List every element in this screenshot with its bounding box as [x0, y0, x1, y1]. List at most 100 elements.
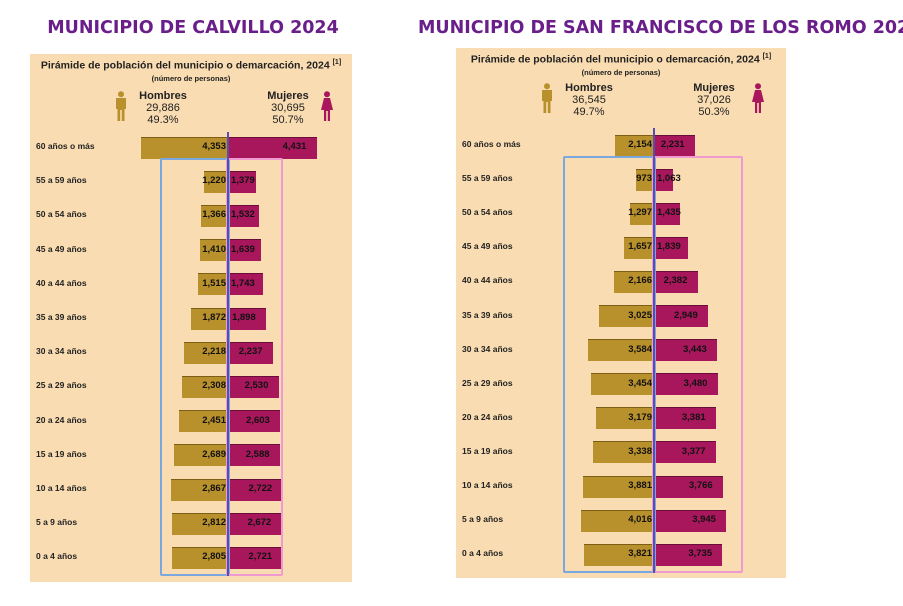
age-group-label: 15 a 19 años — [462, 445, 513, 456]
women-bar — [654, 339, 717, 362]
men-bar — [199, 239, 228, 262]
men-total: 29,886 — [146, 102, 180, 114]
women-value-label: 2,231 — [660, 139, 685, 150]
men-bar — [630, 202, 654, 225]
women-bar — [228, 273, 263, 296]
men-label: Hombres — [565, 82, 613, 94]
men-bar — [171, 546, 228, 569]
women-bar — [228, 410, 281, 433]
men-bar — [203, 170, 228, 193]
women-summary: Mujeres 37,026 50.3% — [684, 82, 744, 118]
man-icon — [114, 91, 128, 121]
women-highlight-box — [226, 158, 283, 576]
men-value-label: 3,454 — [628, 377, 652, 389]
men-value-label: 2,308 — [202, 380, 226, 392]
age-group-label: 25 a 29 años — [462, 377, 513, 388]
men-value-label: 2,451 — [202, 414, 226, 426]
men-bar — [623, 236, 654, 259]
men-bar — [183, 341, 228, 364]
men-bar — [636, 168, 654, 191]
men-bar — [140, 136, 228, 159]
women-value-label: 3,945 — [692, 514, 716, 526]
women-value-label: 2,588 — [245, 448, 270, 460]
women-value-label: 2,672 — [247, 517, 272, 529]
unit-label: (número de personas) — [581, 68, 661, 77]
age-group-label: 15 a 19 años — [36, 448, 87, 459]
women-percent: 50.3% — [698, 106, 730, 118]
men-percent: 49.7% — [573, 106, 605, 118]
women-bar — [228, 307, 266, 330]
san-francisco-title: MUNICIPIO DE SAN FRANCISCO DE LOS ROMO 2… — [418, 18, 903, 38]
women-value-label: 1,532 — [231, 209, 255, 221]
men-bar — [178, 410, 228, 433]
women-bar — [654, 236, 688, 259]
men-bar — [592, 441, 654, 464]
men-value-label: 973 — [636, 173, 652, 185]
women-value-label: 2,721 — [248, 551, 273, 563]
men-value-label: 1,410 — [202, 243, 226, 255]
men-value-label: 2,689 — [202, 448, 226, 460]
age-group-label: 55 a 59 años — [36, 175, 87, 186]
men-value-label: 4,016 — [628, 514, 652, 526]
age-group-label: 45 a 49 años — [36, 243, 87, 254]
age-group-label: 40 a 44 años — [462, 275, 513, 286]
women-value-label: 3,480 — [683, 377, 708, 389]
woman-icon — [751, 83, 765, 113]
age-group-label: 0 a 4 años — [36, 551, 78, 562]
women-bar — [228, 546, 283, 569]
men-bar — [588, 339, 654, 362]
women-highlight-box — [652, 156, 743, 573]
men-highlight-box — [563, 156, 656, 573]
women-bar — [228, 512, 282, 535]
women-value-label: 1,839 — [657, 241, 681, 253]
chart-subtitle: Pirámide de población del municipio o de… — [470, 53, 772, 66]
men-bar — [181, 375, 228, 398]
women-value-label: 2,530 — [244, 380, 269, 392]
age-group-label: 35 a 39 años — [462, 309, 513, 320]
women-bar — [654, 475, 723, 498]
women-value-label: 1,898 — [231, 312, 256, 323]
unit-label: (número de personas) — [151, 74, 231, 83]
calvillo-title: MUNICIPIO DE CALVILLO 2024 — [47, 18, 339, 38]
men-value-label: 2,812 — [202, 517, 226, 529]
women-summary: Mujeres 30,695 50.7% — [258, 90, 318, 126]
age-group-label: 25 a 29 años — [36, 380, 87, 391]
women-value-label: 4,431 — [282, 141, 307, 152]
men-value-label: 2,805 — [202, 551, 226, 563]
men-value-label: 1,220 — [202, 175, 226, 187]
men-value-label: 3,179 — [628, 411, 652, 423]
women-value-label: 1,639 — [231, 243, 255, 255]
men-value-label: 1,515 — [202, 277, 226, 289]
women-value-label: 1,435 — [657, 207, 681, 219]
chart-subtitle: Pirámide de población del municipio o de… — [40, 59, 342, 72]
men-value-label: 1,366 — [202, 209, 226, 221]
men-bar — [200, 204, 228, 227]
san-francisco-pyramid-panel: Pirámide de población del municipio o de… — [456, 48, 786, 578]
women-bar — [654, 543, 723, 566]
women-bar — [228, 478, 283, 501]
age-group-label: 40 a 44 años — [36, 277, 87, 288]
women-percent: 50.7% — [272, 114, 304, 126]
women-label: Mujeres — [267, 90, 309, 102]
men-value-label: 3,881 — [628, 480, 652, 491]
age-group-label: 20 a 24 años — [36, 414, 87, 425]
women-total: 37,026 — [697, 94, 731, 106]
men-bar — [595, 407, 654, 430]
women-bar — [654, 202, 681, 225]
women-value-label: 1,063 — [657, 173, 681, 185]
men-bar — [614, 270, 654, 293]
men-value-label: 1,872 — [202, 312, 226, 323]
men-bar — [171, 512, 228, 535]
men-value-label: 3,025 — [628, 309, 652, 321]
women-value-label: 3,377 — [681, 445, 706, 457]
men-bar — [590, 373, 654, 396]
men-bar — [582, 475, 654, 498]
women-label: Mujeres — [693, 82, 735, 94]
men-summary: Hombres 36,545 49.7% — [559, 82, 619, 118]
women-bar — [654, 407, 716, 430]
women-bar — [654, 134, 695, 157]
women-value-label: 2,949 — [673, 309, 698, 321]
women-bar — [654, 441, 716, 464]
women-bar — [228, 170, 256, 193]
women-value-label: 1,743 — [231, 277, 255, 289]
